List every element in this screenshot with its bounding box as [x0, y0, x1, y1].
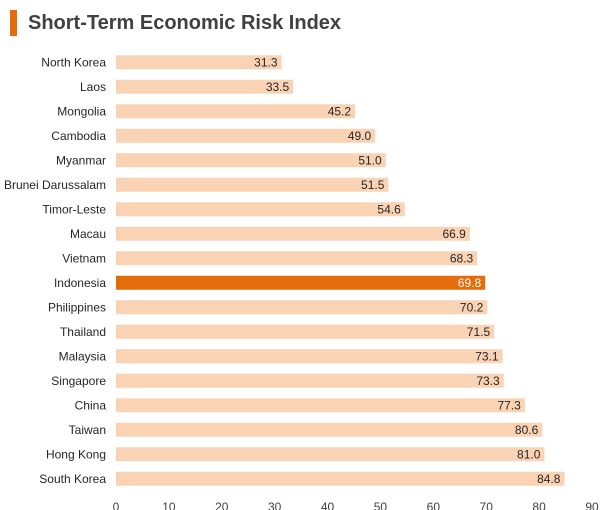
value-label-taiwan: 80.6	[515, 423, 539, 437]
category-label-timor-leste: Timor-Leste	[42, 202, 106, 216]
bar-timor-leste	[116, 202, 405, 217]
bar-laos	[116, 79, 294, 94]
bar-thailand	[116, 324, 495, 339]
x-tick-label-60: 60	[427, 500, 441, 510]
value-label-timor-leste: 54.6	[377, 202, 401, 216]
value-label-laos: 33.5	[266, 80, 290, 94]
x-tick-label-90: 90	[585, 500, 599, 510]
value-label-north-korea: 31.3	[254, 55, 278, 69]
x-tick-label-30: 30	[268, 500, 282, 510]
value-label-brunei-darussalam: 51.5	[361, 178, 385, 192]
bar-philippines	[116, 300, 488, 315]
category-label-china: China	[75, 398, 107, 412]
category-label-macau: Macau	[70, 227, 106, 241]
bar-brunei-darussalam	[116, 177, 389, 192]
chart-title: Short-Term Economic Risk Index	[28, 12, 342, 34]
category-label-laos: Laos	[80, 80, 106, 94]
category-label-thailand: Thailand	[60, 325, 106, 339]
x-tick-label-40: 40	[321, 500, 335, 510]
category-label-malaysia: Malaysia	[59, 349, 107, 363]
bar-south-korea	[116, 471, 565, 486]
x-tick-label-80: 80	[532, 500, 546, 510]
value-label-malaysia: 73.1	[475, 349, 499, 363]
category-label-mongolia: Mongolia	[57, 104, 106, 118]
bar-singapore	[116, 373, 504, 388]
bar-taiwan	[116, 422, 543, 437]
bar-cambodia	[116, 128, 376, 143]
x-tick-label-0: 0	[113, 500, 120, 510]
category-label-taiwan: Taiwan	[69, 423, 106, 437]
value-label-hong-kong: 81.0	[517, 447, 541, 461]
x-tick-label-70: 70	[480, 500, 494, 510]
value-label-thailand: 71.5	[467, 325, 491, 339]
value-label-vietnam: 68.3	[450, 251, 474, 265]
value-label-myanmar: 51.0	[358, 153, 382, 167]
value-label-china: 77.3	[497, 398, 521, 412]
bar-north-korea	[116, 55, 282, 70]
category-label-myanmar: Myanmar	[56, 153, 106, 167]
x-tick-label-10: 10	[162, 500, 176, 510]
value-label-philippines: 70.2	[460, 300, 484, 314]
category-label-hong-kong: Hong Kong	[46, 447, 106, 461]
category-label-vietnam: Vietnam	[62, 251, 106, 265]
title-accent-bar	[10, 10, 17, 36]
value-label-cambodia: 49.0	[348, 129, 372, 143]
value-label-mongolia: 45.2	[328, 104, 352, 118]
category-label-brunei-darussalam: Brunei Darussalam	[4, 178, 106, 192]
category-label-north-korea: North Korea	[41, 55, 106, 69]
value-label-south-korea: 84.8	[537, 472, 561, 486]
category-label-south-korea: South Korea	[39, 472, 106, 486]
bar-indonesia	[116, 275, 486, 290]
bar-myanmar	[116, 153, 386, 168]
category-label-indonesia: Indonesia	[54, 276, 106, 290]
category-label-cambodia: Cambodia	[51, 129, 106, 143]
x-tick-label-50: 50	[374, 500, 388, 510]
value-label-macau: 66.9	[442, 227, 466, 241]
bar-mongolia	[116, 104, 356, 119]
bar-vietnam	[116, 251, 478, 266]
category-label-philippines: Philippines	[48, 300, 106, 314]
bar-hong-kong	[116, 447, 545, 462]
category-label-singapore: Singapore	[51, 374, 106, 388]
bar-macau	[116, 226, 470, 241]
x-tick-label-20: 20	[215, 500, 229, 510]
bar-china	[116, 398, 525, 413]
value-label-indonesia: 69.8	[458, 276, 482, 290]
value-label-singapore: 73.3	[476, 374, 500, 388]
bar-malaysia	[116, 349, 503, 364]
